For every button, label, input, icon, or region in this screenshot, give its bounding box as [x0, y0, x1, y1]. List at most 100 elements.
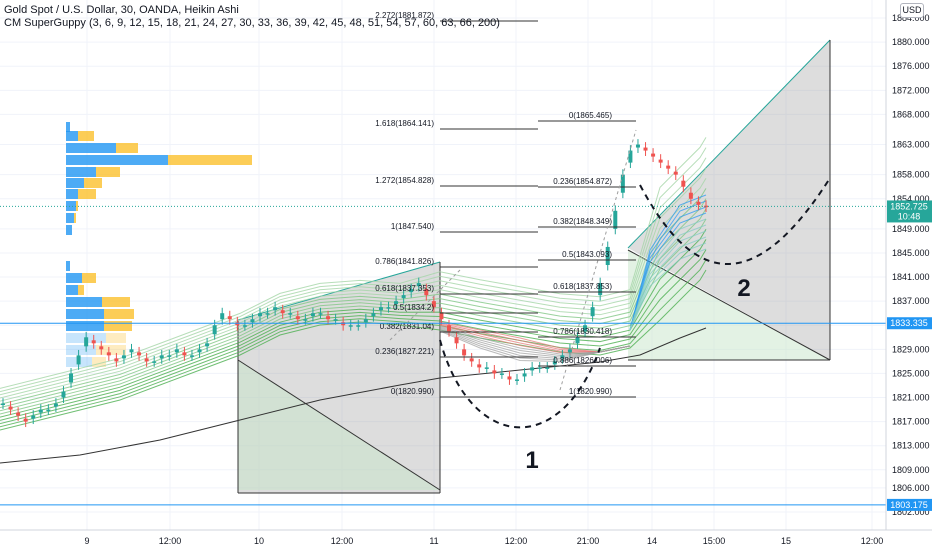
- candle-body: [114, 358, 119, 362]
- guppy-ribbon-line: [629, 206, 707, 331]
- candle-body: [273, 307, 278, 311]
- volume-profile-bar: [66, 309, 104, 319]
- volume-profile-bar: [102, 297, 130, 307]
- volume-profile-bar: [74, 213, 76, 223]
- candle-body: [46, 409, 51, 412]
- channel-line: [627, 249, 831, 361]
- candle-body: [69, 373, 74, 383]
- candle-body: [681, 180, 686, 187]
- channel-line: [627, 39, 831, 249]
- candle-body: [446, 325, 451, 332]
- candle-body: [378, 307, 383, 311]
- last-price-badge-countdown: 10:48: [898, 211, 921, 221]
- guppy-ribbon-line: [629, 224, 707, 331]
- volume-profile-bar: [66, 178, 84, 188]
- volume-profile-bar: [78, 131, 94, 141]
- symbol-legend[interactable]: Gold Spot / U.S. Dollar, 30, OANDA, Heik…: [4, 4, 239, 16]
- price-tick-label: 1872.000: [892, 85, 930, 95]
- price-tick-label: 1821.000: [892, 393, 930, 403]
- candle-body: [635, 144, 640, 148]
- guppy-ribbon-line: [629, 242, 707, 331]
- candle-body: [583, 325, 588, 332]
- candle-body: [545, 367, 550, 369]
- pattern-curve-1: [439, 339, 601, 429]
- candle-body: [295, 316, 300, 320]
- candle-body: [499, 373, 504, 375]
- price-tick-label: 1802.000: [892, 507, 930, 517]
- candle-body: [197, 349, 202, 353]
- volume-profile-bar: [96, 167, 120, 177]
- pattern-label-1: 1: [525, 447, 538, 474]
- volume-profile-bar: [106, 333, 126, 343]
- price-tick-label: 1884.000: [892, 13, 930, 23]
- fib-level-left-label: 1.618(1864.141): [375, 119, 434, 128]
- price-axis-panel: [886, 0, 932, 550]
- candle-body: [8, 406, 13, 410]
- candle-body: [235, 322, 240, 326]
- candle-body: [326, 316, 331, 320]
- pattern-curve-2: [639, 177, 831, 265]
- volume-profile-bar: [168, 155, 252, 165]
- candle-body: [424, 289, 429, 296]
- currency-badge[interactable]: USD: [900, 3, 924, 18]
- fib-level-right-label: 0.236(1854.872): [553, 177, 612, 186]
- candle-body: [84, 337, 89, 347]
- fib-level-left-label: 0.5(1834.2): [393, 303, 434, 312]
- price-tick-label: 1845.000: [892, 248, 930, 258]
- guppy-ribbon-line: [0, 188, 707, 405]
- candle-body: [567, 349, 572, 353]
- level-upper-badge-text: 1833.335: [890, 318, 928, 328]
- guppy-ribbon-line: [0, 228, 707, 418]
- volume-profile-bar: [78, 285, 84, 295]
- candle-body: [242, 325, 247, 327]
- candle-body: [673, 171, 678, 175]
- candle-body: [288, 313, 293, 315]
- price-tick-label: 1868.000: [892, 109, 930, 119]
- time-tick-label: 12:00: [861, 536, 884, 546]
- last-price-badge-text: 1852.725: [890, 201, 928, 211]
- volume-profile-bar: [82, 273, 96, 283]
- time-tick-label: 15:00: [703, 536, 726, 546]
- candle-body: [250, 319, 255, 323]
- candle-body: [484, 367, 489, 369]
- level-lower-badge-text: 1803.175: [890, 500, 928, 510]
- candle-body: [522, 373, 527, 377]
- volume-profile-bar: [66, 213, 74, 223]
- time-tick-label: 10: [254, 536, 264, 546]
- candle-body: [76, 355, 81, 365]
- indicator-legend[interactable]: CM SuperGuppy (3, 6, 9, 12, 15, 18, 21, …: [4, 17, 500, 29]
- candle-body: [575, 337, 580, 344]
- guppy-ribbon-line: [439, 330, 631, 363]
- candle-body: [99, 346, 104, 350]
- candle-body: [454, 337, 459, 344]
- gann-box-right-upper: [628, 40, 830, 360]
- guppy-ribbon-line: [0, 208, 707, 412]
- candle-body: [401, 295, 406, 299]
- price-tick-label: 1876.000: [892, 61, 930, 71]
- candle-body: [205, 343, 210, 347]
- fib-level-right-label: 0.786(1830.418): [553, 327, 612, 336]
- candle-body: [560, 355, 565, 359]
- candle-body: [144, 358, 149, 362]
- fib-trend-line: [389, 269, 461, 341]
- candle-body: [605, 246, 610, 266]
- guppy-ribbon-line: [629, 230, 707, 331]
- candle-body: [137, 352, 142, 356]
- candle-body: [212, 325, 217, 335]
- volume-profile-bar: [66, 189, 78, 199]
- candle-body: [590, 307, 595, 317]
- candle-body: [159, 355, 164, 359]
- candle-body: [537, 367, 542, 369]
- volume-profile-bar: [92, 357, 106, 367]
- guppy-ribbon-line: [0, 239, 707, 421]
- time-tick-label: 11: [429, 536, 438, 546]
- price-tick-label: 1837.000: [892, 296, 930, 306]
- time-tick-label: 14: [647, 536, 657, 546]
- price-tick-label: 1880.000: [892, 37, 930, 47]
- level-lower-badge-bg: [887, 498, 932, 511]
- time-tick-label: 12:00: [505, 536, 528, 546]
- candle-body: [189, 355, 194, 357]
- candle-body: [620, 174, 625, 193]
- price-tick-label: 1858.000: [892, 170, 930, 180]
